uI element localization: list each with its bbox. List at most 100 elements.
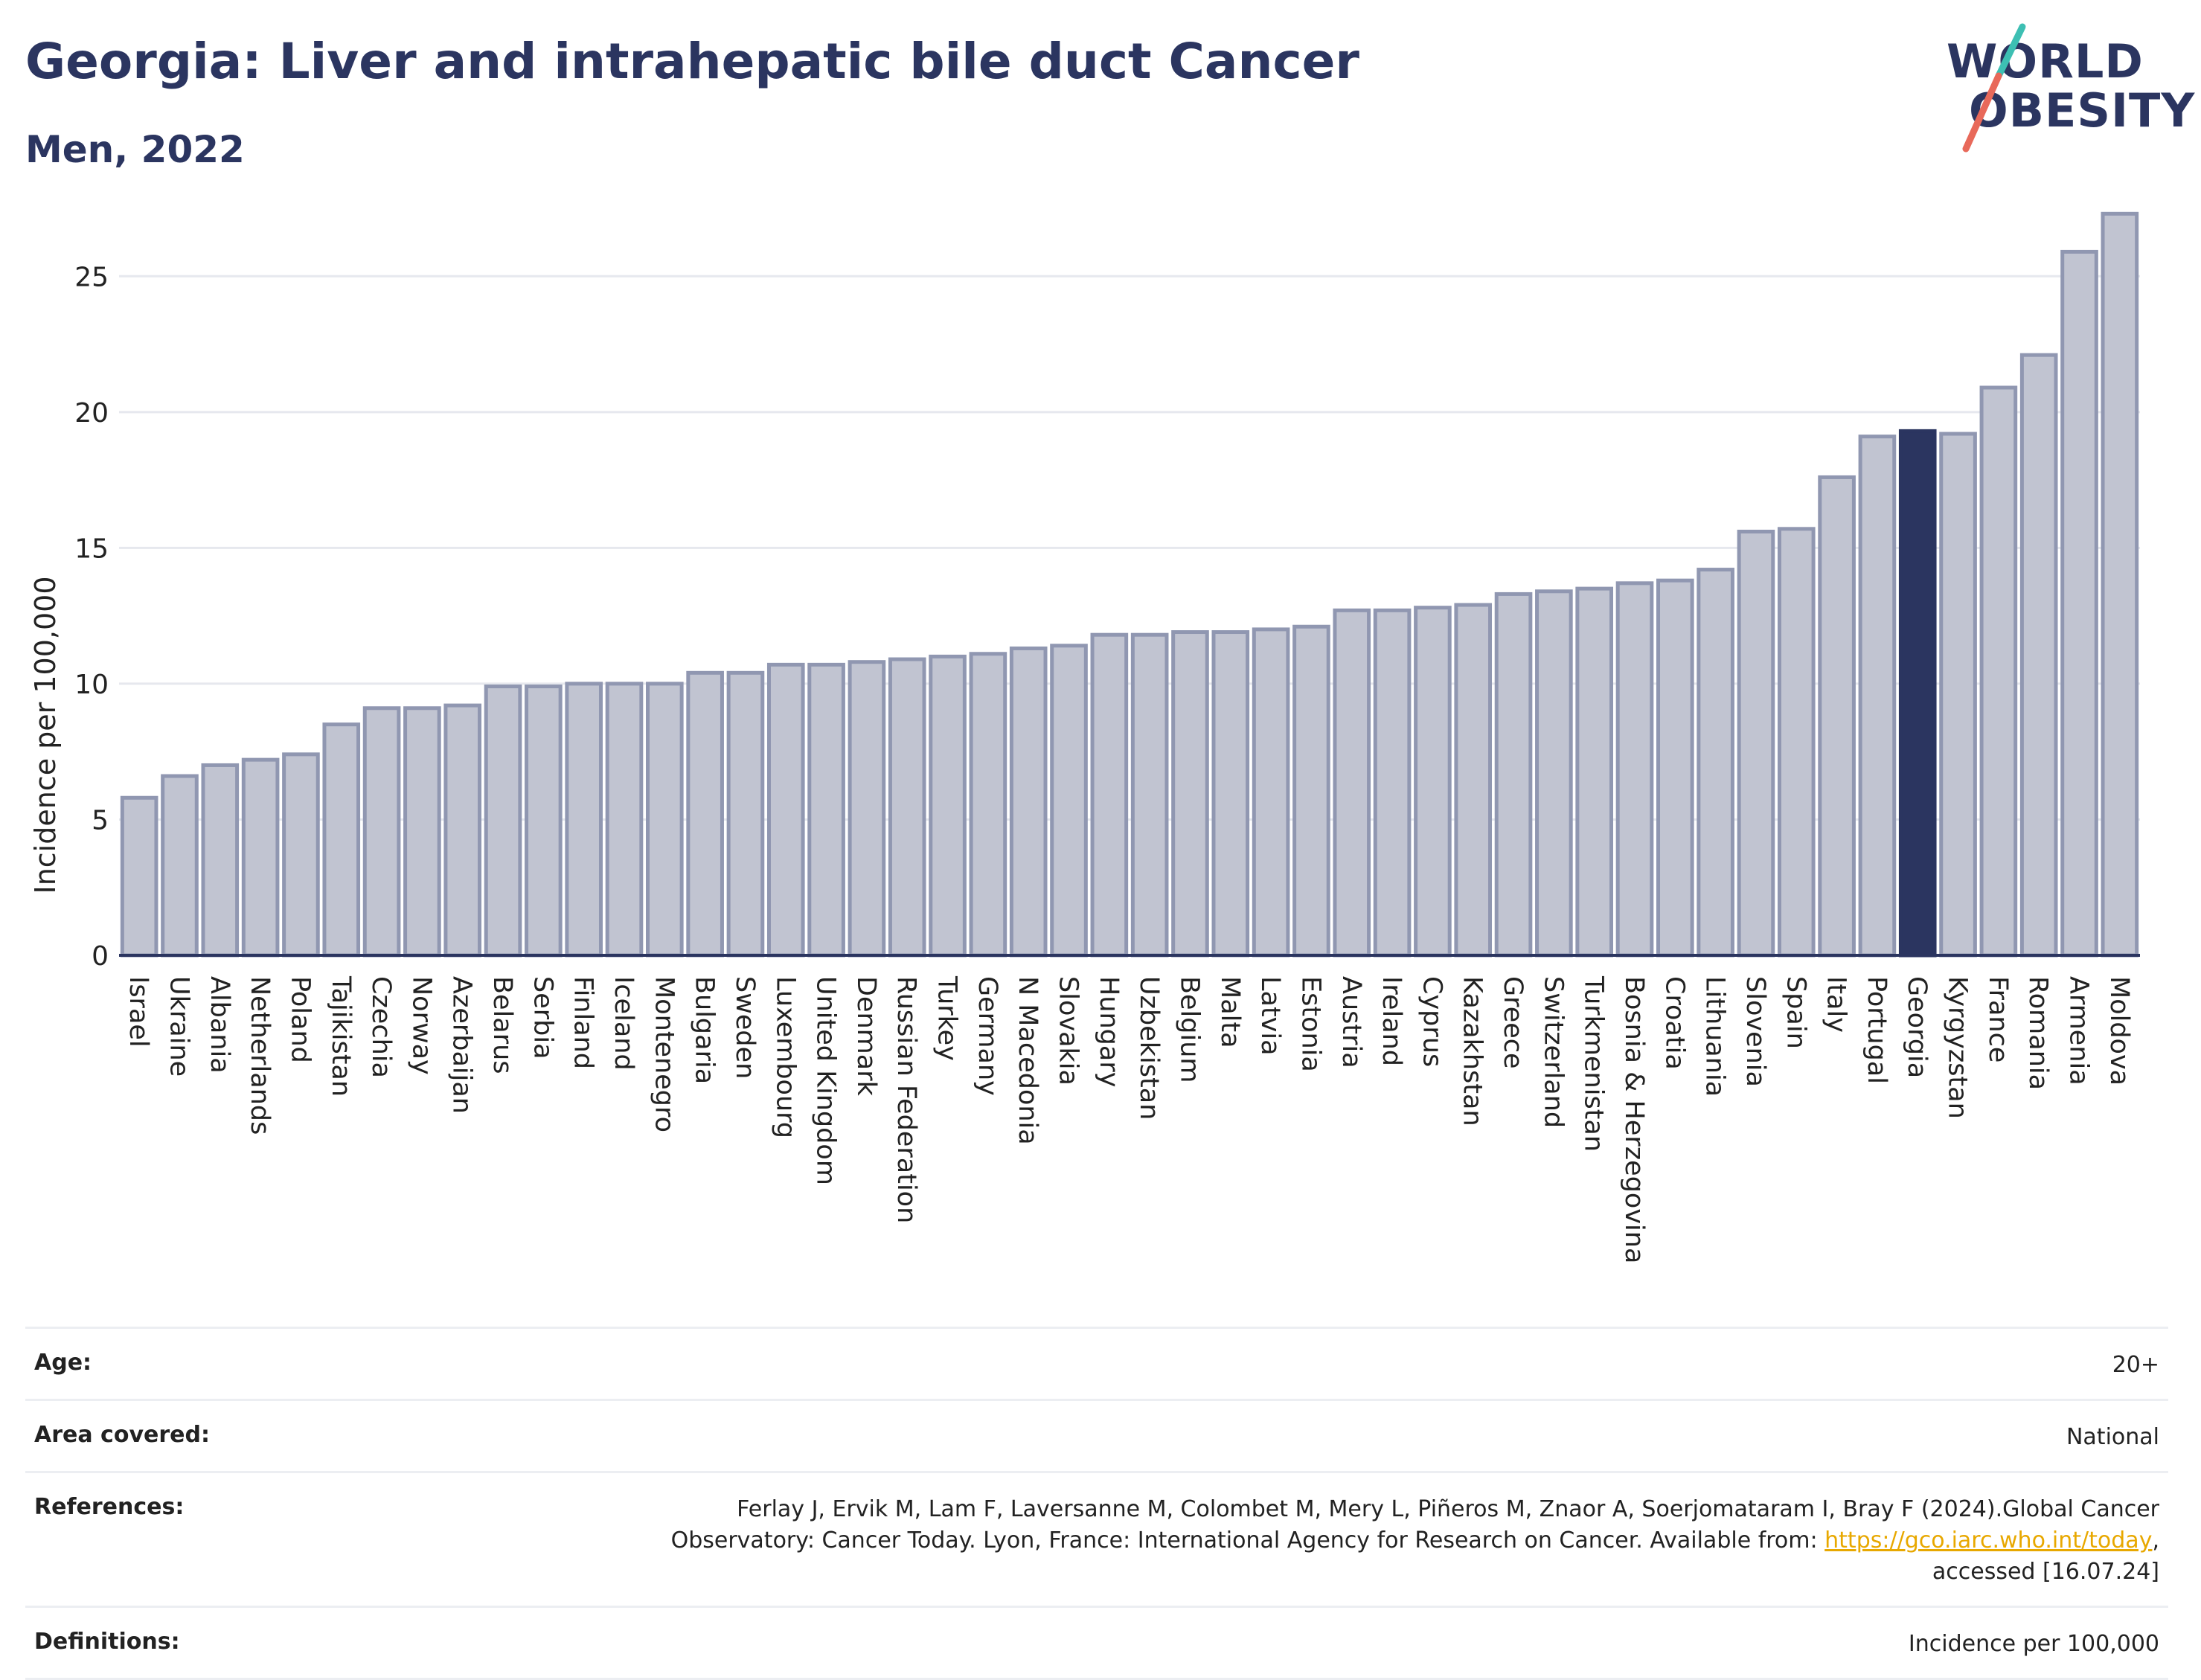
- x-tick-label-kazakhstan: Kazakhstan: [1458, 976, 1487, 1126]
- bar-georgia: [1898, 429, 1937, 958]
- x-tick-label-malta: Malta: [1215, 976, 1245, 1048]
- bar-lithuania: [1697, 568, 1734, 958]
- bar-luxembourg: [766, 662, 805, 958]
- bar-bulgaria: [686, 670, 724, 958]
- x-tick-label-austria: Austria: [1336, 976, 1366, 1068]
- y-tick-label-5: 5: [92, 805, 109, 836]
- bar-chart: 0 5 10 15 20 25 Israel Ukraine Albania Netherland…: [29, 211, 2140, 1263]
- x-tick-label-armenia: Armenia: [2064, 976, 2094, 1086]
- x-tick-label-slovenia: Slovenia: [1740, 976, 1770, 1087]
- references-value: Ferlay J, Ervik M, Lam F, Laversanne M, …: [671, 1494, 2159, 1588]
- x-tick-label-switzerland: Switzerland: [1538, 976, 1568, 1128]
- bar-italy: [1818, 475, 1856, 958]
- x-tick-label-netherlands: Netherlands: [245, 976, 275, 1135]
- info-row-definitions: Definitions: Incidence per 100,000: [25, 1606, 2168, 1680]
- x-tick-label-ukraine: Ukraine: [164, 976, 193, 1077]
- x-tick-label-luxembourg: Luxembourg: [770, 976, 800, 1138]
- x-tick-label-croatia: Croatia: [1659, 976, 1689, 1070]
- x-tick-label-lithuania: Lithuania: [1700, 976, 1730, 1097]
- bar-azerbaijan: [443, 703, 482, 958]
- bar-malta: [1211, 630, 1250, 958]
- x-tick-label-finland: Finland: [568, 976, 598, 1069]
- x-tick-label-norway: Norway: [406, 976, 436, 1075]
- chart-title: Georgia: Liver and intrahepatic bile duc…: [25, 33, 1359, 90]
- definitions-value: Incidence per 100,000: [1908, 1631, 2159, 1657]
- bar-belarus: [484, 684, 522, 958]
- bar-czechia: [362, 706, 401, 958]
- x-tick-label-belgium: Belgium: [1174, 976, 1204, 1083]
- bar-tajikistan: [322, 722, 361, 958]
- bar-slovakia: [1050, 644, 1088, 958]
- bar-turkey: [929, 654, 967, 958]
- axes: 0 5 10 15 20 25 Israel Ukraine Albania Netherland…: [74, 262, 2140, 1263]
- references-line1: Ferlay J, Ervik M, Lam F, Laversanne M, …: [737, 1496, 2159, 1522]
- x-tick-label-bosnia-herzegovina: Bosnia & Herzegovina: [1619, 976, 1649, 1263]
- x-tick-label-germany: Germany: [973, 976, 1002, 1096]
- x-tick-label-n-macedonia: N Macedonia: [1013, 976, 1042, 1145]
- bar-ukraine: [161, 774, 199, 958]
- logo-slash-icon: [1962, 23, 2026, 153]
- x-tick-label-tajikistan: Tajikistan: [326, 975, 356, 1097]
- x-tick-label-russian-federation: Russian Federation: [891, 976, 921, 1223]
- x-tick-label-belarus: Belarus: [487, 976, 517, 1074]
- bar-uzbekistan: [1130, 632, 1169, 958]
- x-tick-label-bulgaria: Bulgaria: [690, 976, 720, 1084]
- world-obesity-logo: WORLD OBESITY: [1927, 15, 2195, 164]
- bar-russian-federation: [888, 657, 926, 958]
- x-tick-label-france: France: [1983, 976, 2013, 1062]
- x-tick-label-ireland: Ireland: [1377, 976, 1406, 1066]
- bars: [120, 211, 2139, 958]
- bar-spain: [1777, 527, 1816, 958]
- x-tick-label-iceland: Iceland: [609, 976, 638, 1071]
- y-tick-label-25: 25: [74, 262, 109, 292]
- x-tick-label-slovakia: Slovakia: [1054, 976, 1083, 1086]
- x-tick-label-turkey: Turkey: [932, 975, 962, 1061]
- bar-austria: [1333, 608, 1371, 958]
- x-tick-label-denmark: Denmark: [851, 976, 881, 1097]
- bar-united-kingdom: [807, 662, 845, 958]
- bar-switzerland: [1535, 589, 1573, 958]
- bar-croatia: [1656, 578, 1694, 958]
- info-row-age: Age: 20+: [25, 1327, 2168, 1399]
- references-label: References:: [34, 1494, 185, 1520]
- x-tick-label-spain: Spain: [1781, 976, 1810, 1049]
- x-tick-label-kyrgyzstan: Kyrgyzstan: [1943, 976, 1973, 1119]
- references-link[interactable]: https://gco.iarc.who.int/today: [1824, 1527, 2153, 1554]
- y-axis-label: Incidence per 100,000: [29, 576, 62, 894]
- x-tick-label-czechia: Czechia: [366, 976, 396, 1078]
- x-tick-label-moldova: Moldova: [2104, 976, 2134, 1086]
- bar-montenegro: [646, 682, 684, 958]
- info-row-area: Area covered: National: [25, 1399, 2168, 1471]
- bar-romania: [2019, 353, 2058, 958]
- age-label: Age:: [34, 1350, 92, 1376]
- bar-israel: [120, 795, 158, 958]
- bar-germany: [969, 652, 1007, 958]
- bar-albania: [201, 763, 240, 958]
- logo-text-world: WORLD: [1947, 34, 2144, 89]
- x-tick-label-italy: Italy: [1822, 976, 1851, 1033]
- bar-latvia: [1252, 627, 1290, 958]
- x-tick-label-united-kingdom: United Kingdom: [811, 976, 841, 1185]
- logo-text-obesity: OBESITY: [1969, 83, 2196, 138]
- bar-cyprus: [1414, 606, 1452, 958]
- age-value: 20+: [2112, 1352, 2159, 1378]
- x-tick-label-montenegro: Montenegro: [649, 976, 679, 1132]
- x-tick-label-uzbekistan: Uzbekistan: [1134, 976, 1164, 1120]
- area-value: National: [2066, 1424, 2159, 1450]
- bar-ireland: [1373, 608, 1412, 958]
- x-tick-label-latvia: Latvia: [1255, 976, 1285, 1056]
- x-tick-label-cyprus: Cyprus: [1417, 976, 1446, 1067]
- references-line2: Observatory: Cancer Today. Lyon, France:…: [670, 1527, 1825, 1554]
- bar-serbia: [525, 684, 563, 958]
- bar-armenia: [2060, 249, 2098, 958]
- x-tick-label-hungary: Hungary: [1094, 976, 1124, 1087]
- bar-greece: [1494, 591, 1533, 958]
- x-tick-label-greece: Greece: [1498, 976, 1528, 1069]
- bar-belgium: [1171, 630, 1209, 958]
- chart-subtitle: Men, 2022: [25, 128, 245, 171]
- x-tick-label-turkmenistan: Turkmenistan: [1579, 975, 1609, 1152]
- bar-kazakhstan: [1454, 603, 1493, 958]
- area-label: Area covered:: [34, 1422, 210, 1448]
- bar-estonia: [1292, 624, 1330, 958]
- x-tick-label-romania: Romania: [2023, 976, 2053, 1090]
